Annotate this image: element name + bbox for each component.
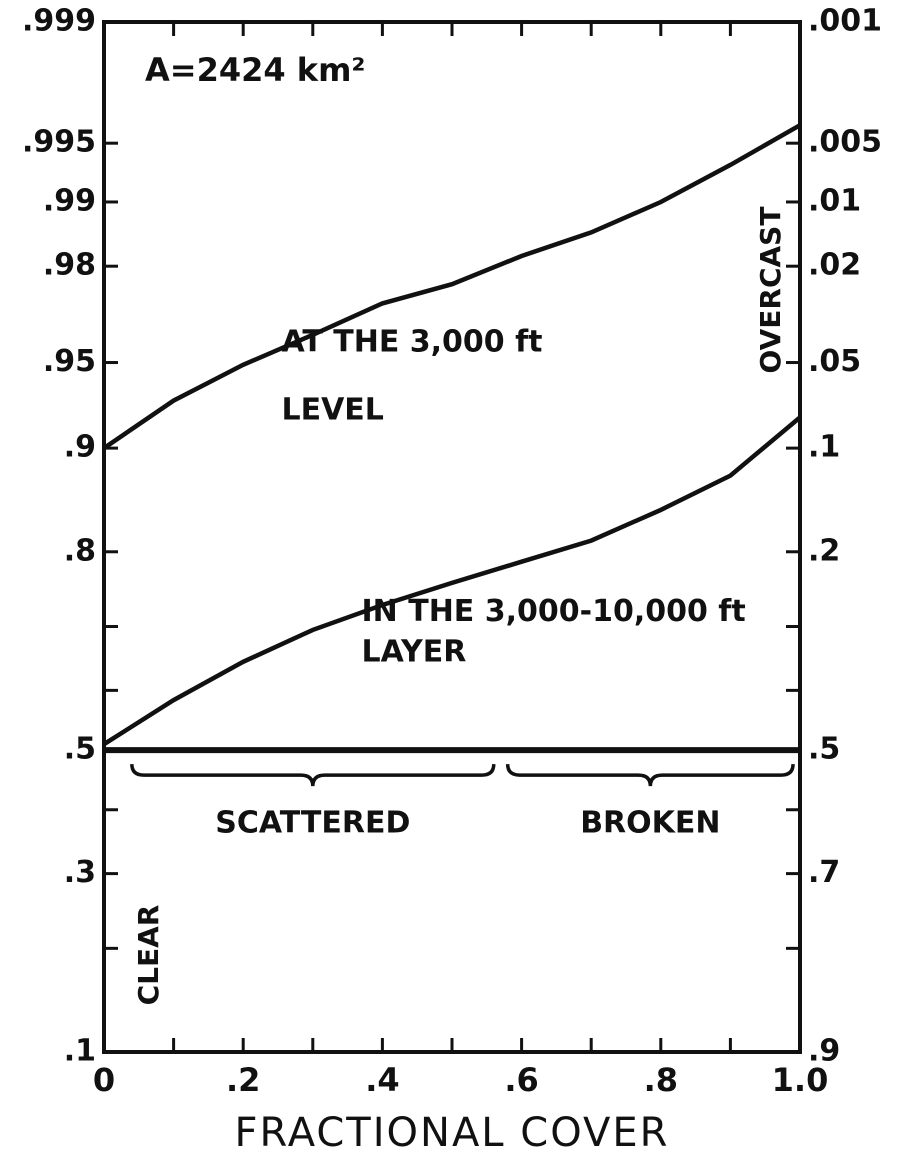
x-tick-label: .2 xyxy=(226,1061,260,1099)
y-tick-label: .98 xyxy=(43,248,96,283)
y-tick-label: .5 xyxy=(64,732,96,767)
y2-tick-label: .2 xyxy=(808,533,840,568)
y2-tick-label: .01 xyxy=(808,183,861,218)
y2-tick-label: .02 xyxy=(808,248,861,283)
y2-tick-label: .05 xyxy=(808,344,861,379)
plot-frame xyxy=(102,20,802,1054)
x-axis-label: FRACTIONAL COVER xyxy=(235,1110,670,1156)
curve-label: IN THE 3,000-10,000 ft xyxy=(362,594,746,629)
brace xyxy=(505,763,795,787)
curve-label: LEVEL xyxy=(281,392,383,427)
brace xyxy=(130,763,496,787)
y-tick-label: .99 xyxy=(43,183,96,218)
x-tick-label: .6 xyxy=(504,1061,538,1099)
y2-tick-label: .7 xyxy=(808,855,840,890)
x-tick-label: .4 xyxy=(365,1061,399,1099)
curve xyxy=(102,415,802,747)
y-tick-label: .999 xyxy=(22,4,96,39)
overcast-label: OVERCAST xyxy=(754,207,787,374)
x-tick-label: 0 xyxy=(93,1061,115,1099)
y2-tick-label: .005 xyxy=(808,125,882,160)
curve-label: LAYER xyxy=(362,634,467,669)
area-annotation: A=2424 km² xyxy=(145,51,365,89)
y-tick-label: .95 xyxy=(43,344,96,379)
y-tick-label: .3 xyxy=(64,855,96,890)
y-tick-label: .8 xyxy=(64,533,96,568)
region-label: SCATTERED xyxy=(215,806,410,841)
y2-tick-label: .9 xyxy=(808,1034,840,1069)
region-label: BROKEN xyxy=(580,806,720,841)
x-tick-label: 1.0 xyxy=(772,1061,829,1099)
curve-label: AT THE 3,000 ft xyxy=(281,324,542,359)
y-tick-label: .1 xyxy=(64,1034,96,1069)
clear-label: CLEAR xyxy=(132,905,165,1006)
y2-tick-label: .1 xyxy=(808,430,840,465)
y-tick-label: .995 xyxy=(22,125,96,160)
y2-tick-label: .5 xyxy=(808,732,840,767)
curve xyxy=(102,123,802,450)
y-tick-label: .9 xyxy=(64,430,96,465)
y2-tick-label: .001 xyxy=(808,4,882,39)
x-tick-label: .8 xyxy=(644,1061,678,1099)
